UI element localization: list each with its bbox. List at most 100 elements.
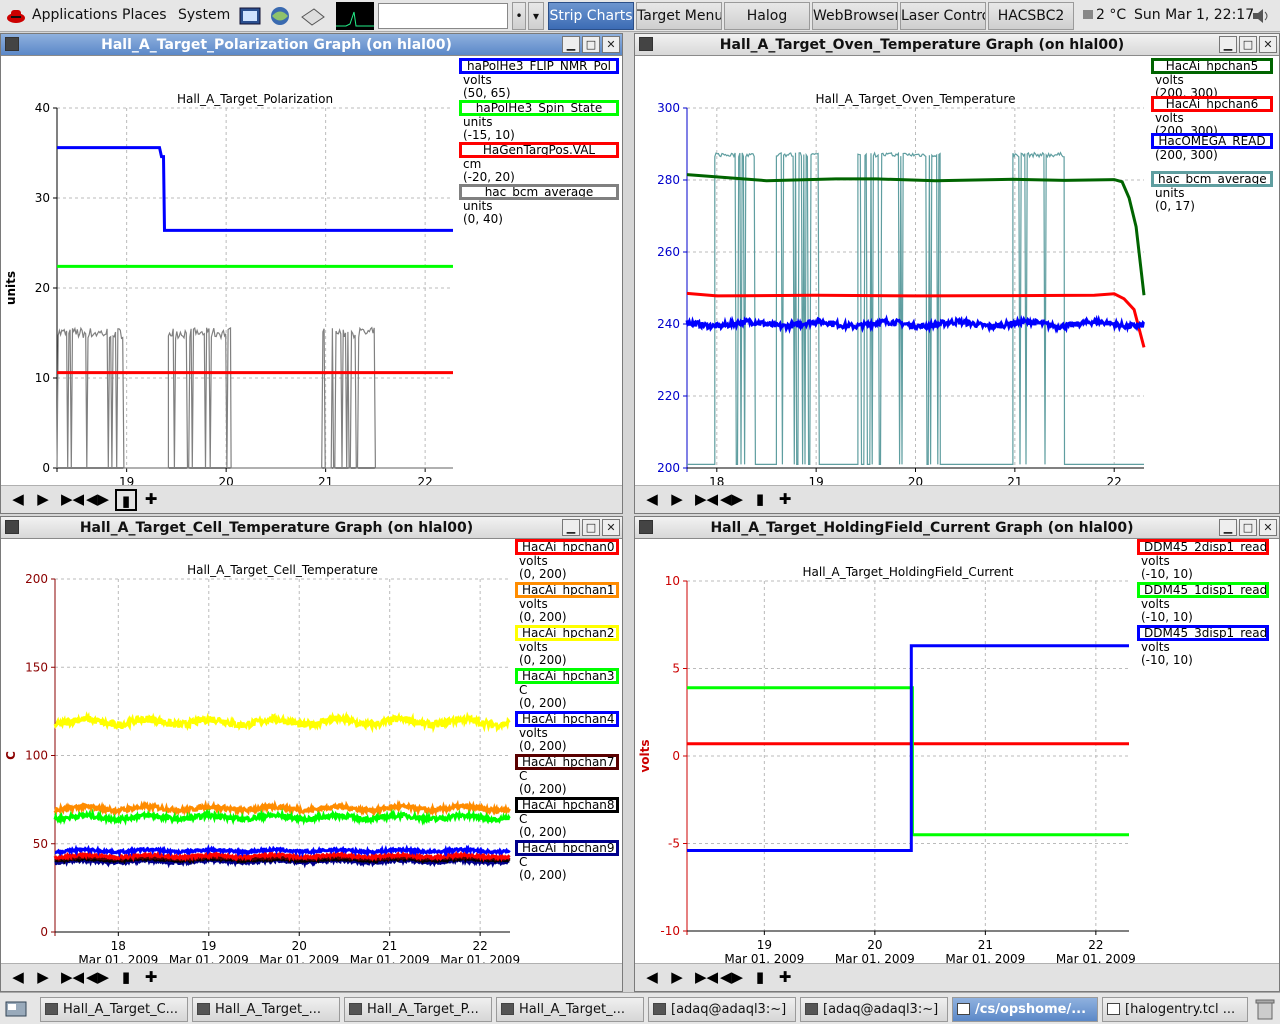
legend-item[interactable]: HacAi_hpchan3 C (0, 200)	[515, 668, 619, 710]
add-button[interactable]: ✚	[778, 968, 792, 986]
terminal-launcher-icon[interactable]	[238, 5, 262, 27]
menu-applications[interactable]: Applications	[32, 7, 118, 23]
taskbar-item[interactable]: [adaq@adaql3:~]	[800, 997, 948, 1022]
legend-item[interactable]: HacAi_hpchan2 volts (0, 200)	[515, 625, 619, 667]
zoom-out-button[interactable]: ◀▶	[86, 968, 110, 986]
scroll-left-button[interactable]: ◀	[12, 968, 24, 986]
maximize-button[interactable]: □	[582, 36, 600, 53]
legend-item[interactable]: HacAi_hpchan0 volts (0, 200)	[515, 539, 619, 581]
taskbar-item[interactable]: [halogentry.tcl ...	[1102, 997, 1248, 1022]
holdingfield-current-plot[interactable]: Hall_A_Target_HoldingField_Current -10 -5 0…	[635, 539, 1279, 963]
task-laser-control[interactable]: Laser Control	[900, 2, 986, 30]
maximize-button[interactable]: □	[1239, 519, 1257, 536]
taskbar-item[interactable]: [adaq@adaql3:~]	[648, 997, 796, 1022]
zoom-out-button[interactable]: ◀▶	[720, 968, 744, 986]
maximize-button[interactable]: □	[582, 519, 600, 536]
legend-item[interactable]: HacAi_hpchan7 C (0, 200)	[515, 754, 619, 796]
taskbar-item-active[interactable]: /cs/opshome/...	[952, 997, 1098, 1022]
window-menu-icon[interactable]	[639, 520, 653, 534]
scroll-left-button[interactable]: ◀	[646, 490, 658, 508]
minimize-button[interactable]: ▁	[562, 519, 580, 536]
legend-item[interactable]: haPolHe3_FLIP_NMR_Pol volts (50, 65)	[459, 58, 619, 100]
show-desktop-icon[interactable]	[4, 999, 28, 1019]
volume-icon[interactable]	[1250, 6, 1272, 26]
redhat-logo-icon[interactable]	[6, 6, 26, 26]
zoom-in-button[interactable]: ▶◀	[695, 968, 719, 986]
task-webbrowser[interactable]: WebBrowser	[812, 2, 898, 30]
window-titlebar[interactable]: Hall_A_Target_HoldingField_Current Graph…	[635, 517, 1279, 539]
maximize-button[interactable]: □	[1239, 36, 1257, 53]
scroll-right-button[interactable]: ▶	[671, 490, 683, 508]
add-button[interactable]: ✚	[778, 490, 792, 508]
trash-icon[interactable]	[1254, 997, 1276, 1021]
window-titlebar[interactable]: Hall_A_Target_Polarization Graph (on hla…	[1, 34, 622, 56]
close-button[interactable]: ✕	[602, 519, 620, 536]
zoom-in-button[interactable]: ▶◀	[695, 490, 719, 508]
legend-item[interactable]: HacAi_hpchan8 C (0, 200)	[515, 797, 619, 839]
weather-icon[interactable]	[1082, 8, 1094, 22]
command-input[interactable]	[378, 3, 508, 29]
pause-button[interactable]: ▮	[755, 968, 765, 986]
add-button[interactable]: ✚	[144, 490, 158, 508]
window-menu-icon[interactable]	[5, 520, 19, 534]
pause-button[interactable]: ▮	[121, 968, 131, 986]
system-monitor-icon[interactable]	[336, 2, 374, 30]
dropdown-button[interactable]: ▾	[528, 2, 544, 30]
legend-item[interactable]: DDM45_2disp1_read volts (-10, 10)	[1137, 539, 1269, 581]
scroll-left-button[interactable]: ◀	[646, 968, 658, 986]
zoom-in-button[interactable]: ▶◀	[61, 968, 85, 986]
legend-item[interactable]: HacAi_hpchan9 C (0, 200)	[515, 840, 619, 882]
close-button[interactable]: ✕	[1259, 519, 1277, 536]
scroll-right-button[interactable]: ▶	[37, 968, 49, 986]
minimize-button[interactable]: ▁	[562, 36, 580, 53]
close-button[interactable]: ✕	[602, 36, 620, 53]
legend-item[interactable]: HaGenTargPos.VAL cm (-20, 20)	[459, 142, 619, 184]
zoom-in-button[interactable]: ▶◀	[61, 490, 85, 508]
history-button[interactable]: •	[512, 2, 526, 30]
window-titlebar[interactable]: Hall_A_Target_Oven_Temperature Graph (on…	[635, 34, 1279, 56]
legend-item[interactable]: HacAi_hpchan6 volts (200, 300)	[1151, 95, 1273, 138]
oven-temperature-plot[interactable]: Hall_A_Target_Oven_Temperature 200 220 240 2…	[635, 56, 1279, 486]
zoom-out-button[interactable]: ◀▶	[720, 490, 744, 508]
legend-item[interactable]: HacAi_hpchan4 volts (0, 200)	[515, 711, 619, 753]
window-menu-icon[interactable]	[639, 37, 653, 51]
legend-item[interactable]: hac_bcm_average units (0, 40)	[459, 184, 619, 226]
task-halog[interactable]: Halog	[724, 2, 810, 30]
legend-item[interactable]: HacAi_hpchan5 volts (200, 300)	[1151, 58, 1273, 100]
calculator-launcher-icon[interactable]	[298, 5, 325, 27]
zoom-out-button[interactable]: ◀▶	[86, 490, 110, 508]
polarization-plot[interactable]: Hall_A_Target_Polarization01020304019Mar…	[1, 56, 622, 486]
minimize-button[interactable]: ▁	[1219, 519, 1237, 536]
legend-item[interactable]: HacOMEGA_READ (200, 300)	[1151, 133, 1273, 162]
scroll-right-button[interactable]: ▶	[37, 490, 49, 508]
window-titlebar[interactable]: Hall_A_Target_Cell_Temperature Graph (on…	[1, 517, 622, 539]
taskbar-item-label: Hall_A_Target_...	[519, 1002, 625, 1017]
close-button[interactable]: ✕	[1259, 36, 1277, 53]
window-menu-icon[interactable]	[5, 37, 19, 51]
minimize-button[interactable]: ▁	[1219, 36, 1237, 53]
legend-item[interactable]: haPolHe3_Spin_State units (-15, 10)	[459, 100, 619, 142]
taskbar-item[interactable]: Hall_A_Target_P...	[344, 997, 492, 1022]
cell-temperature-plot[interactable]: Hall_A_Target_Cell_Temperature 0 50 100 150 2…	[1, 539, 622, 963]
legend-item[interactable]: DDM45_3disp1_read volts (-10, 10)	[1137, 625, 1269, 667]
clock[interactable]: Sun Mar 1, 22:17	[1134, 7, 1255, 23]
pause-button[interactable]: ▮	[115, 489, 137, 511]
menu-system[interactable]: System	[178, 7, 231, 23]
browser-launcher-icon[interactable]	[268, 5, 292, 27]
menu-places[interactable]: Places	[122, 7, 167, 23]
taskbar-item[interactable]: Hall_A_Target_...	[496, 997, 644, 1022]
legend-item[interactable]: HacAi_hpchan1 volts (0, 200)	[515, 582, 619, 624]
taskbar-item[interactable]: Hall_A_Target_...	[192, 997, 340, 1022]
task-strip-charts[interactable]: Strip Charts	[548, 2, 634, 30]
pause-button[interactable]: ▮	[755, 490, 765, 508]
scroll-right-button[interactable]: ▶	[671, 968, 683, 986]
add-button[interactable]: ✚	[144, 968, 158, 986]
legend-item[interactable]: hac_bcm_average units (0, 17)	[1151, 170, 1273, 213]
task-target-menu[interactable]: Target Menu	[636, 2, 722, 30]
legend-item[interactable]: DDM45_1disp1_read volts (-10, 10)	[1137, 582, 1269, 624]
weather-temperature[interactable]: 2 °C	[1096, 7, 1127, 23]
scroll-left-button[interactable]: ◀	[12, 490, 24, 508]
legend-series-name: hac_bcm_average	[1151, 170, 1273, 187]
task-hacsbc2[interactable]: HACSBC2	[988, 2, 1074, 30]
taskbar-item[interactable]: Hall_A_Target_C...	[40, 997, 188, 1022]
